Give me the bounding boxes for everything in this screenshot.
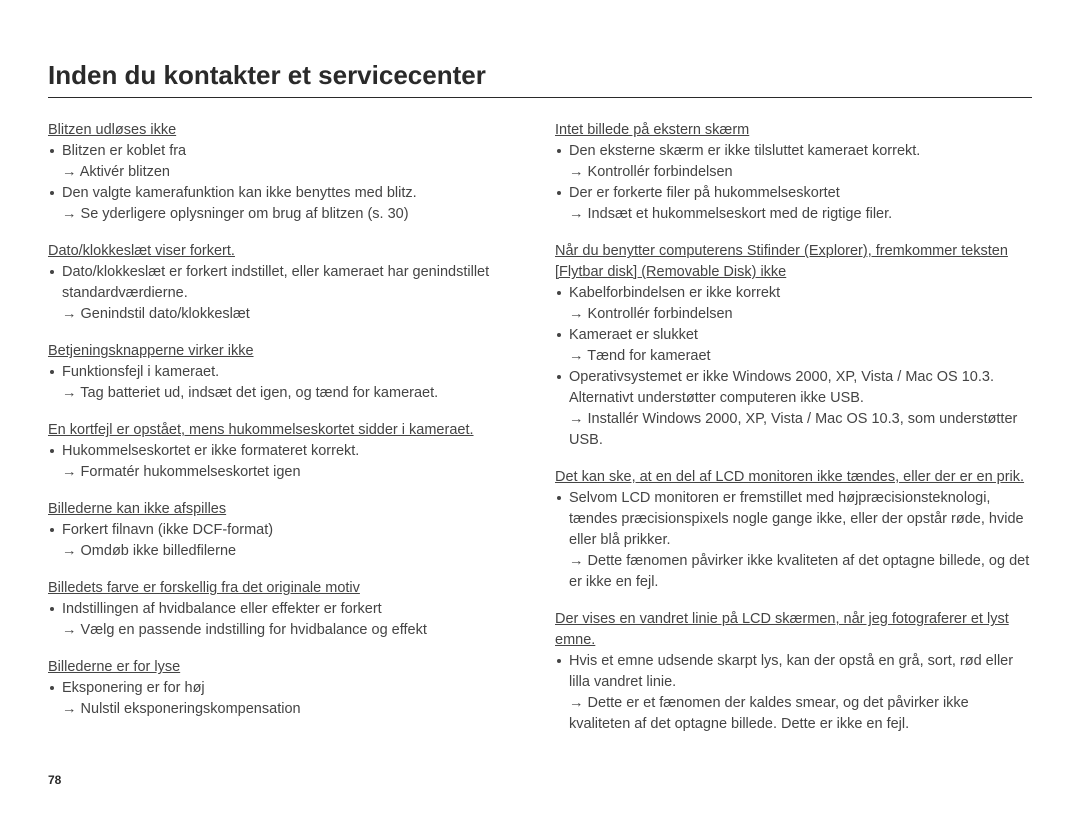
arrow-item: Tag batteriet ud, indsæt det igen, og tæ… — [48, 383, 525, 404]
arrow-item: Formatér hukommelseskortet igen — [48, 462, 525, 483]
troubleshoot-block: Blitzen udløses ikkeBlitzen er koblet fr… — [48, 120, 525, 225]
block-heading: Billedets farve er forskellig fra det or… — [48, 578, 525, 599]
block-heading: Der vises en vandret linie på LCD skærme… — [555, 609, 1032, 651]
troubleshoot-block: Der vises en vandret linie på LCD skærme… — [555, 609, 1032, 735]
bullet-item: Selvom LCD monitoren er fremstillet med … — [555, 488, 1032, 551]
bullet-item: Kameraet er slukket — [555, 325, 1032, 346]
arrow-item: Nulstil eksponeringskompensation — [48, 699, 525, 720]
bullet-item: Forkert filnavn (ikke DCF-format) — [48, 520, 525, 541]
troubleshoot-block: Billedets farve er forskellig fra det or… — [48, 578, 525, 641]
arrow-item: Dette fænomen påvirker ikke kvaliteten a… — [555, 551, 1032, 593]
content-columns: Blitzen udløses ikkeBlitzen er koblet fr… — [48, 120, 1032, 751]
bullet-item: Hvis et emne udsende skarpt lys, kan der… — [555, 651, 1032, 693]
bullet-item: Funktionsfejl i kameraet. — [48, 362, 525, 383]
arrow-item: Dette er et fænomen der kaldes smear, og… — [555, 693, 1032, 735]
arrow-item: Aktivér blitzen — [48, 162, 525, 183]
arrow-item: Indsæt et hukommelseskort med de rigtige… — [555, 204, 1032, 225]
arrow-item: Genindstil dato/klokkeslæt — [48, 304, 525, 325]
troubleshoot-block: Det kan ske, at en del af LCD monitoren … — [555, 467, 1032, 593]
block-heading: Blitzen udløses ikke — [48, 120, 525, 141]
bullet-item: Kabelforbindelsen er ikke korrekt — [555, 283, 1032, 304]
arrow-item: Se yderligere oplysninger om brug af bli… — [48, 204, 525, 225]
bullet-item: Blitzen er koblet fra — [48, 141, 525, 162]
troubleshoot-block: Intet billede på ekstern skærmDen ekster… — [555, 120, 1032, 225]
block-heading: Når du benytter computerens Stifinder (E… — [555, 241, 1032, 283]
troubleshoot-block: Billederne kan ikke afspillesForkert fil… — [48, 499, 525, 562]
bullet-item: Den valgte kamerafunktion kan ikke benyt… — [48, 183, 525, 204]
right-column: Intet billede på ekstern skærmDen ekster… — [555, 120, 1032, 751]
page-title: Inden du kontakter et servicecenter — [48, 60, 1032, 98]
block-heading: Det kan ske, at en del af LCD monitoren … — [555, 467, 1032, 488]
bullet-item: Der er forkerte filer på hukommelseskort… — [555, 183, 1032, 204]
page-number: 78 — [48, 773, 61, 787]
bullet-item: Indstillingen af hvidbalance eller effek… — [48, 599, 525, 620]
troubleshoot-block: Dato/klokkeslæt viser forkert.Dato/klokk… — [48, 241, 525, 325]
block-heading: Dato/klokkeslæt viser forkert. — [48, 241, 525, 262]
arrow-item: Omdøb ikke billedfilerne — [48, 541, 525, 562]
troubleshoot-block: Billederne er for lyseEksponering er for… — [48, 657, 525, 720]
arrow-item: Kontrollér forbindelsen — [555, 162, 1032, 183]
arrow-item: Installér Windows 2000, XP, Vista / Mac … — [555, 409, 1032, 451]
bullet-item: Eksponering er for høj — [48, 678, 525, 699]
bullet-item: Den eksterne skærm er ikke tilsluttet ka… — [555, 141, 1032, 162]
troubleshoot-block: En kortfejl er opstået, mens hukommelses… — [48, 420, 525, 483]
block-heading: Billederne kan ikke afspilles — [48, 499, 525, 520]
block-heading: Betjeningsknapperne virker ikke — [48, 341, 525, 362]
arrow-item: Tænd for kameraet — [555, 346, 1032, 367]
block-heading: En kortfejl er opstået, mens hukommelses… — [48, 420, 525, 441]
bullet-item: Operativsystemet er ikke Windows 2000, X… — [555, 367, 1032, 409]
bullet-item: Hukommelseskortet er ikke formateret kor… — [48, 441, 525, 462]
block-heading: Intet billede på ekstern skærm — [555, 120, 1032, 141]
left-column: Blitzen udløses ikkeBlitzen er koblet fr… — [48, 120, 525, 751]
troubleshoot-block: Betjeningsknapperne virker ikkeFunktions… — [48, 341, 525, 404]
arrow-item: Kontrollér forbindelsen — [555, 304, 1032, 325]
block-heading: Billederne er for lyse — [48, 657, 525, 678]
arrow-item: Vælg en passende indstilling for hvidbal… — [48, 620, 525, 641]
bullet-item: Dato/klokkeslæt er forkert indstillet, e… — [48, 262, 525, 304]
troubleshoot-block: Når du benytter computerens Stifinder (E… — [555, 241, 1032, 451]
